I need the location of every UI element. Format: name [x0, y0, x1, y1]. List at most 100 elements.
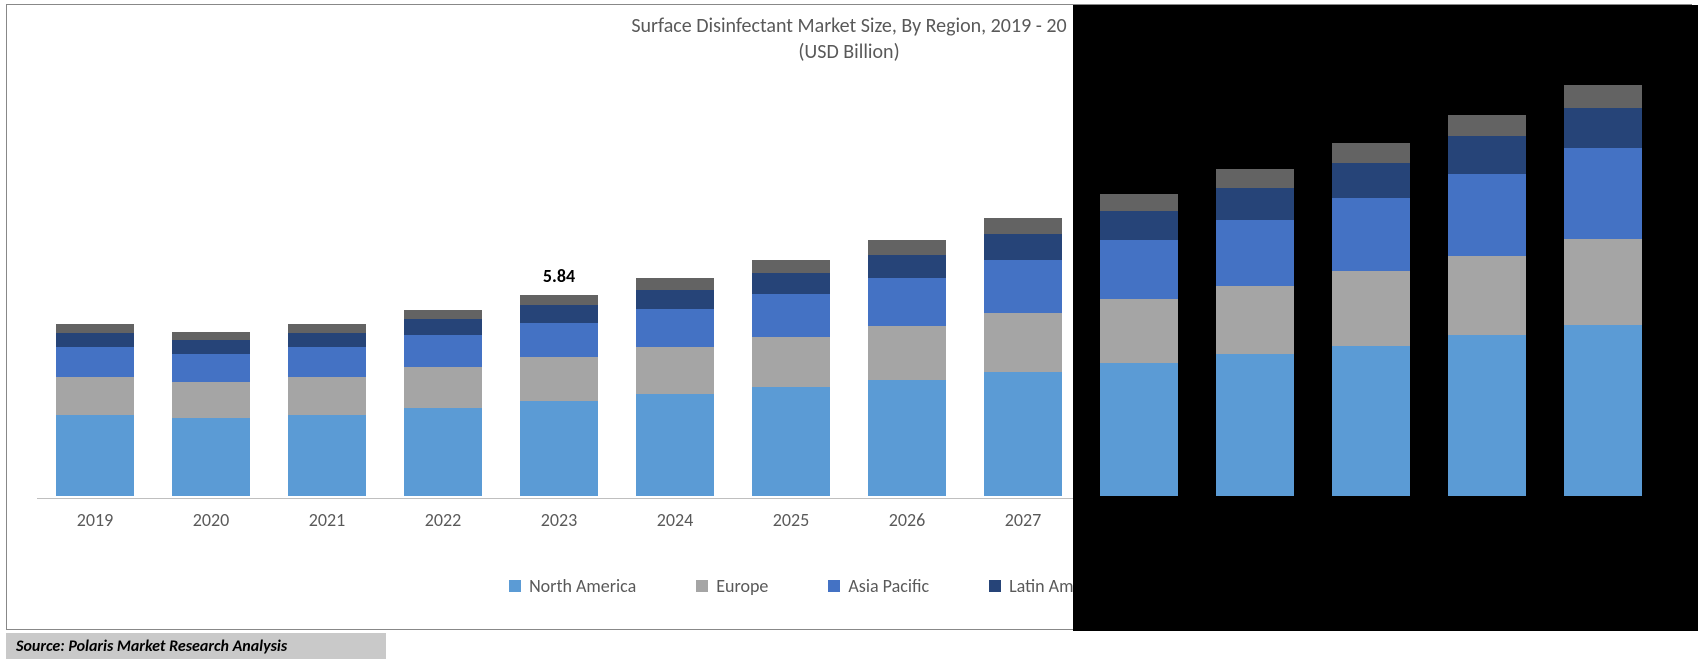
bar-segment: [404, 335, 482, 367]
bar-stack: [868, 240, 946, 496]
bar-segment: [1216, 169, 1294, 188]
source-text: Source: Polaris Market Research Analysis: [16, 637, 287, 656]
plot-area: 5.84: [37, 85, 1661, 499]
bar-segment: [1332, 271, 1410, 345]
bar-segment: [636, 347, 714, 394]
bar-segment: [1216, 354, 1294, 496]
bar-segment: [56, 333, 134, 348]
bar-segment: [520, 305, 598, 322]
bar-segment: [56, 347, 134, 376]
bar-column: [172, 332, 250, 496]
x-axis-label: 2032: [1564, 509, 1642, 531]
bar-segment: [288, 415, 366, 496]
chart-title: Surface Disinfectant Market Size, By Reg…: [7, 5, 1691, 65]
bar-segment: [1448, 256, 1526, 336]
bar-stack: [752, 260, 830, 497]
x-axis-label: 2020: [172, 509, 250, 531]
bar-segment: [868, 278, 946, 325]
bar-stack: [636, 278, 714, 497]
bar-segment: [752, 260, 830, 273]
bar-segment: [636, 309, 714, 347]
bar-segment: [1448, 335, 1526, 496]
bar-segment: [520, 323, 598, 358]
bar-segment: [752, 273, 830, 294]
bar-segment: [1100, 211, 1178, 240]
bar-segment: [868, 240, 946, 255]
x-axis-label: 2019: [56, 509, 134, 531]
legend-swatch: [989, 580, 1001, 592]
bar-segment: [172, 382, 250, 418]
legend-item: North America: [509, 575, 636, 597]
bar-segment: [984, 372, 1062, 497]
bar-stack: [172, 332, 250, 496]
bar-segment: [288, 333, 366, 348]
bar-column: [636, 278, 714, 497]
bar-container: 5.84: [37, 85, 1661, 496]
bar-segment: [868, 380, 946, 496]
bar-segment: [752, 294, 830, 336]
bar-segment: [984, 260, 1062, 313]
bar-segment: [1332, 143, 1410, 163]
bar-segment: [404, 408, 482, 496]
bar-segment: [520, 295, 598, 305]
bar-segment: [1332, 198, 1410, 271]
x-axis-labels: 2019202020212022202320242025202620272028…: [37, 509, 1661, 531]
bar-segment: [520, 401, 598, 496]
bar-stack: [1332, 143, 1410, 496]
bar-column: [404, 310, 482, 496]
legend-label: Latin America: [1009, 575, 1109, 597]
x-axis-label: 2030: [1332, 509, 1410, 531]
bar-segment: [1332, 346, 1410, 497]
x-axis-label: 2025: [752, 509, 830, 531]
bar-segment: [172, 354, 250, 382]
bar-segment: [1100, 299, 1178, 363]
bar-segment: [636, 290, 714, 309]
bar-column: [1564, 85, 1642, 496]
bar-segment: [752, 387, 830, 496]
x-axis-label: 2026: [868, 509, 946, 531]
bar-segment: [520, 357, 598, 401]
bar-segment: [56, 415, 134, 496]
bar-segment: [172, 418, 250, 496]
x-axis-label: 2029: [1216, 509, 1294, 531]
x-axis-label: 2022: [404, 509, 482, 531]
legend-swatch: [509, 580, 521, 592]
bar-column: [288, 324, 366, 496]
bar-segment: [404, 367, 482, 408]
bar-segment: [1564, 325, 1642, 497]
bar-segment: [1216, 220, 1294, 286]
legend-item: [1169, 575, 1189, 597]
legend-item: Latin America: [989, 575, 1109, 597]
bar-stack: [1564, 85, 1642, 496]
bar-stack: [288, 324, 366, 496]
bar-segment: [172, 332, 250, 340]
bar-stack: [1448, 115, 1526, 497]
bar-stack: [56, 324, 134, 496]
x-axis-baseline: [37, 498, 1661, 499]
bar-segment: [752, 337, 830, 388]
x-axis-label: 2021: [288, 509, 366, 531]
legend-item: Asia Pacific: [828, 575, 929, 597]
bar-segment: [172, 340, 250, 354]
bar-segment: [1448, 136, 1526, 173]
x-axis-label: 2031: [1448, 509, 1526, 531]
bar-segment: [404, 310, 482, 319]
bar-segment: [984, 313, 1062, 372]
legend-label: Europe: [716, 575, 768, 597]
legend-swatch: [1169, 580, 1181, 592]
x-axis-label: 2027: [984, 509, 1062, 531]
bar-segment: [288, 347, 366, 376]
bar-segment: [984, 234, 1062, 260]
bar-segment: [1564, 108, 1642, 148]
bar-column: [868, 240, 946, 496]
data-label: 5.84: [543, 265, 575, 287]
source-citation: Source: Polaris Market Research Analysis: [6, 633, 386, 659]
bar-column: [56, 324, 134, 496]
bar-segment: [1448, 174, 1526, 256]
bar-stack: [984, 218, 1062, 497]
legend: North America Europe Asia Pacific Latin Ame…: [7, 575, 1691, 597]
bar-segment: [1448, 115, 1526, 136]
bar-segment: [868, 326, 946, 381]
bar-segment: [1100, 363, 1178, 496]
legend-swatch: [696, 580, 708, 592]
